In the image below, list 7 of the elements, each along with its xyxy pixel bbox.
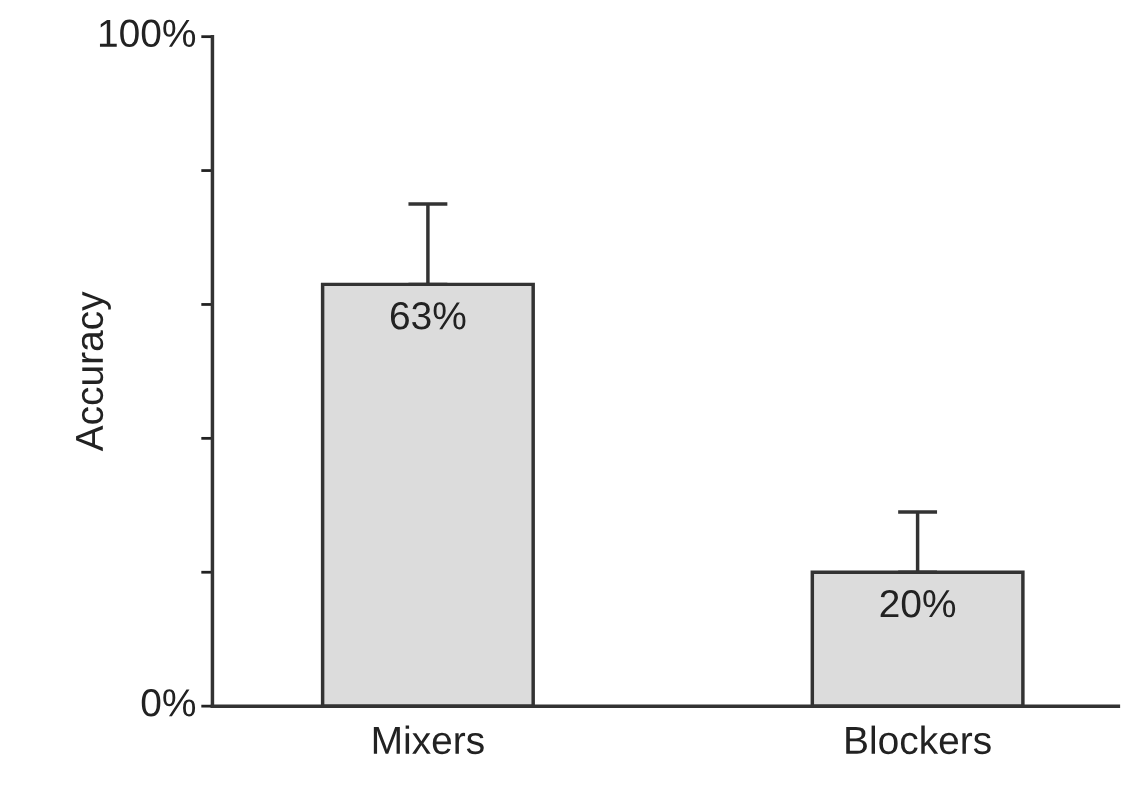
- x-tick-label: Mixers: [373, 725, 484, 755]
- y-axis-title: Accuracy: [76, 291, 111, 452]
- y-tick-label: 0%: [141, 689, 196, 717]
- data-label: 20%: [880, 589, 956, 618]
- y-tick-label: 100%: [99, 19, 196, 48]
- data-label: 63%: [390, 302, 466, 330]
- x-tick-label: Blockers: [846, 725, 991, 755]
